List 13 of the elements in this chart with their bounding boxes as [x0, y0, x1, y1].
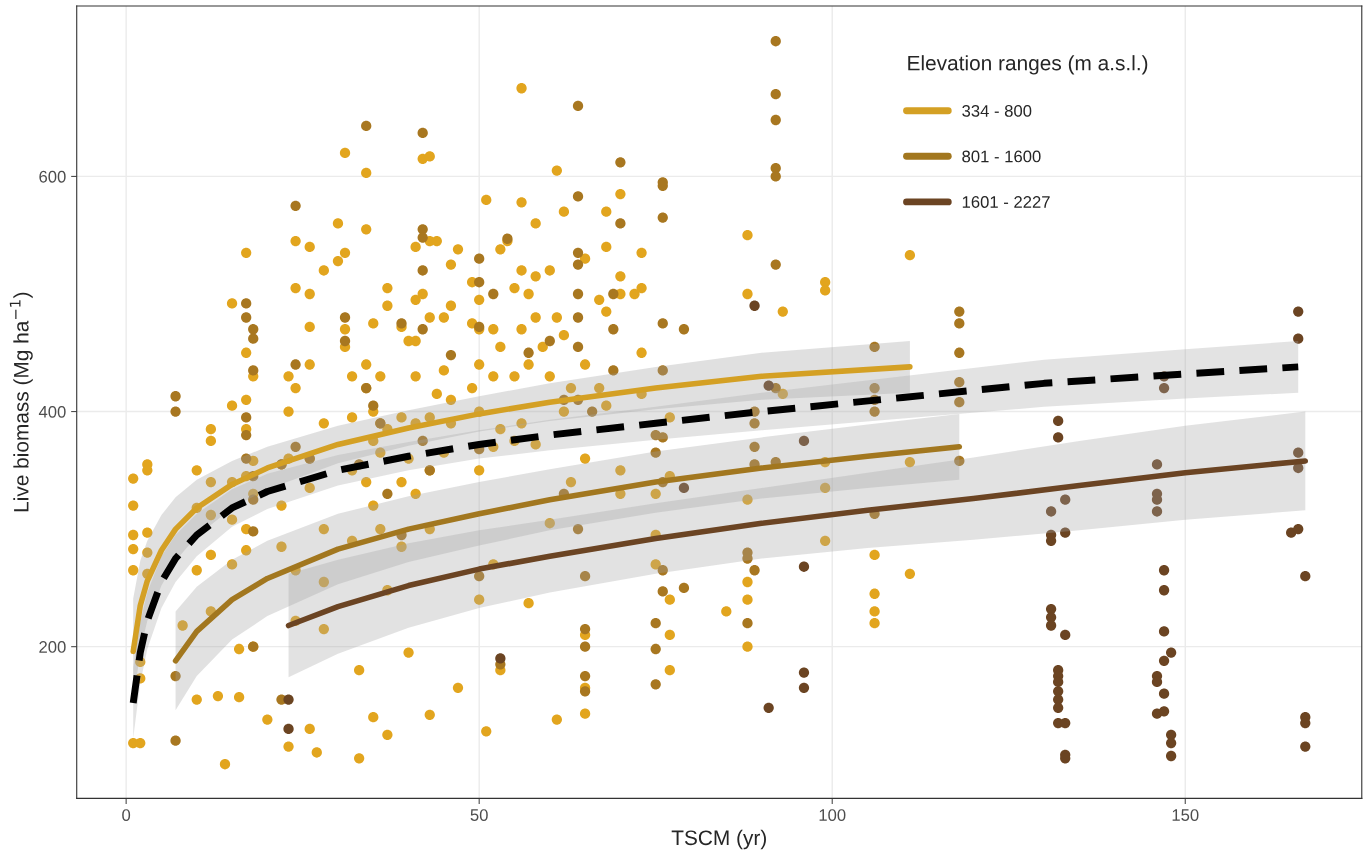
x-axis-title: TSCM (yr) [671, 829, 766, 850]
x-tick-label: 100 [819, 809, 846, 821]
legend-title: Elevation ranges (m a.s.l.) [908, 55, 1148, 75]
y-tick-label: 600 [39, 170, 66, 183]
x-tick-label: 150 [1172, 809, 1199, 821]
y-tick-label: 200 [39, 641, 66, 653]
x-tick-label: 50 [470, 809, 488, 821]
legend-label: 334 - 800 [962, 105, 1032, 117]
x-tick-label: 0 [122, 809, 131, 821]
y-tick-label: 400 [38, 405, 66, 418]
y-axis-title: Live biomass (Mg ha$^{−1}$) [9, 292, 33, 512]
legend-label: 801 - 1600 [962, 150, 1041, 163]
legend-label: 1601 - 2227 [962, 196, 1050, 208]
